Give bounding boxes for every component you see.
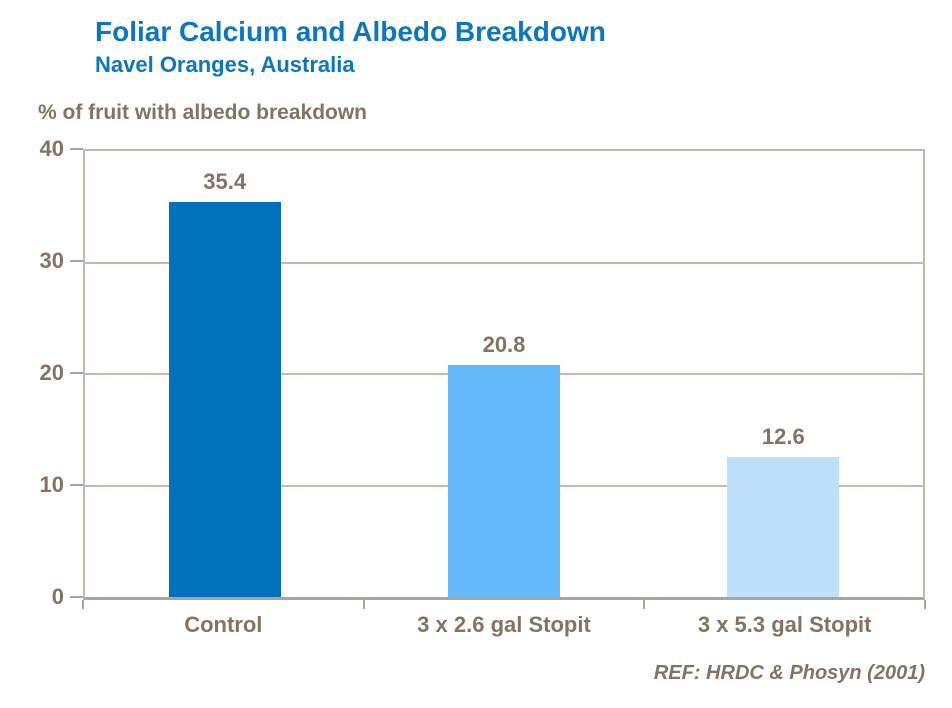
- x-category-label: 3 x 5.3 gal Stopit: [697, 612, 872, 637]
- plot-inner: 35.4 20.8 12.6: [85, 151, 923, 597]
- y-tick-mark: [70, 372, 83, 374]
- gridline: [85, 261, 923, 264]
- plot-area: 35.4 20.8 12.6: [83, 149, 925, 600]
- bar: [448, 365, 560, 597]
- y-tick-mark: [70, 484, 83, 486]
- y-tick-label: 30: [39, 248, 64, 273]
- x-category-label: Control: [184, 612, 263, 637]
- x-category-label: 3 x 2.6 gal Stopit: [417, 612, 591, 637]
- x-tick-mark: [924, 600, 926, 609]
- reference-note: REF: HRDC & Phosyn (2001): [653, 662, 925, 684]
- y-axis-title: % of fruit with albedo breakdown: [38, 101, 368, 124]
- bar-value-label: 12.6: [761, 423, 805, 449]
- bar: [727, 456, 840, 597]
- y-tick-label: 20: [39, 360, 64, 385]
- chart-subtitle: Navel Oranges, Australia: [95, 52, 355, 77]
- chart-title: Foliar Calcium and Albedo Breakdown: [95, 16, 606, 47]
- y-tick-mark: [70, 148, 83, 150]
- bar-value-label: 20.8: [482, 332, 526, 358]
- y-tick-label: 0: [51, 584, 64, 609]
- y-tick-mark: [70, 596, 83, 598]
- y-tick-mark: [70, 260, 83, 262]
- bar-value-label: 35.4: [203, 169, 247, 195]
- y-tick-label: 10: [39, 472, 64, 497]
- x-tick-mark: [643, 600, 646, 609]
- bar: [168, 202, 281, 597]
- x-tick-mark: [362, 600, 365, 609]
- y-tick-label: 40: [39, 136, 64, 161]
- x-tick-mark: [82, 600, 84, 609]
